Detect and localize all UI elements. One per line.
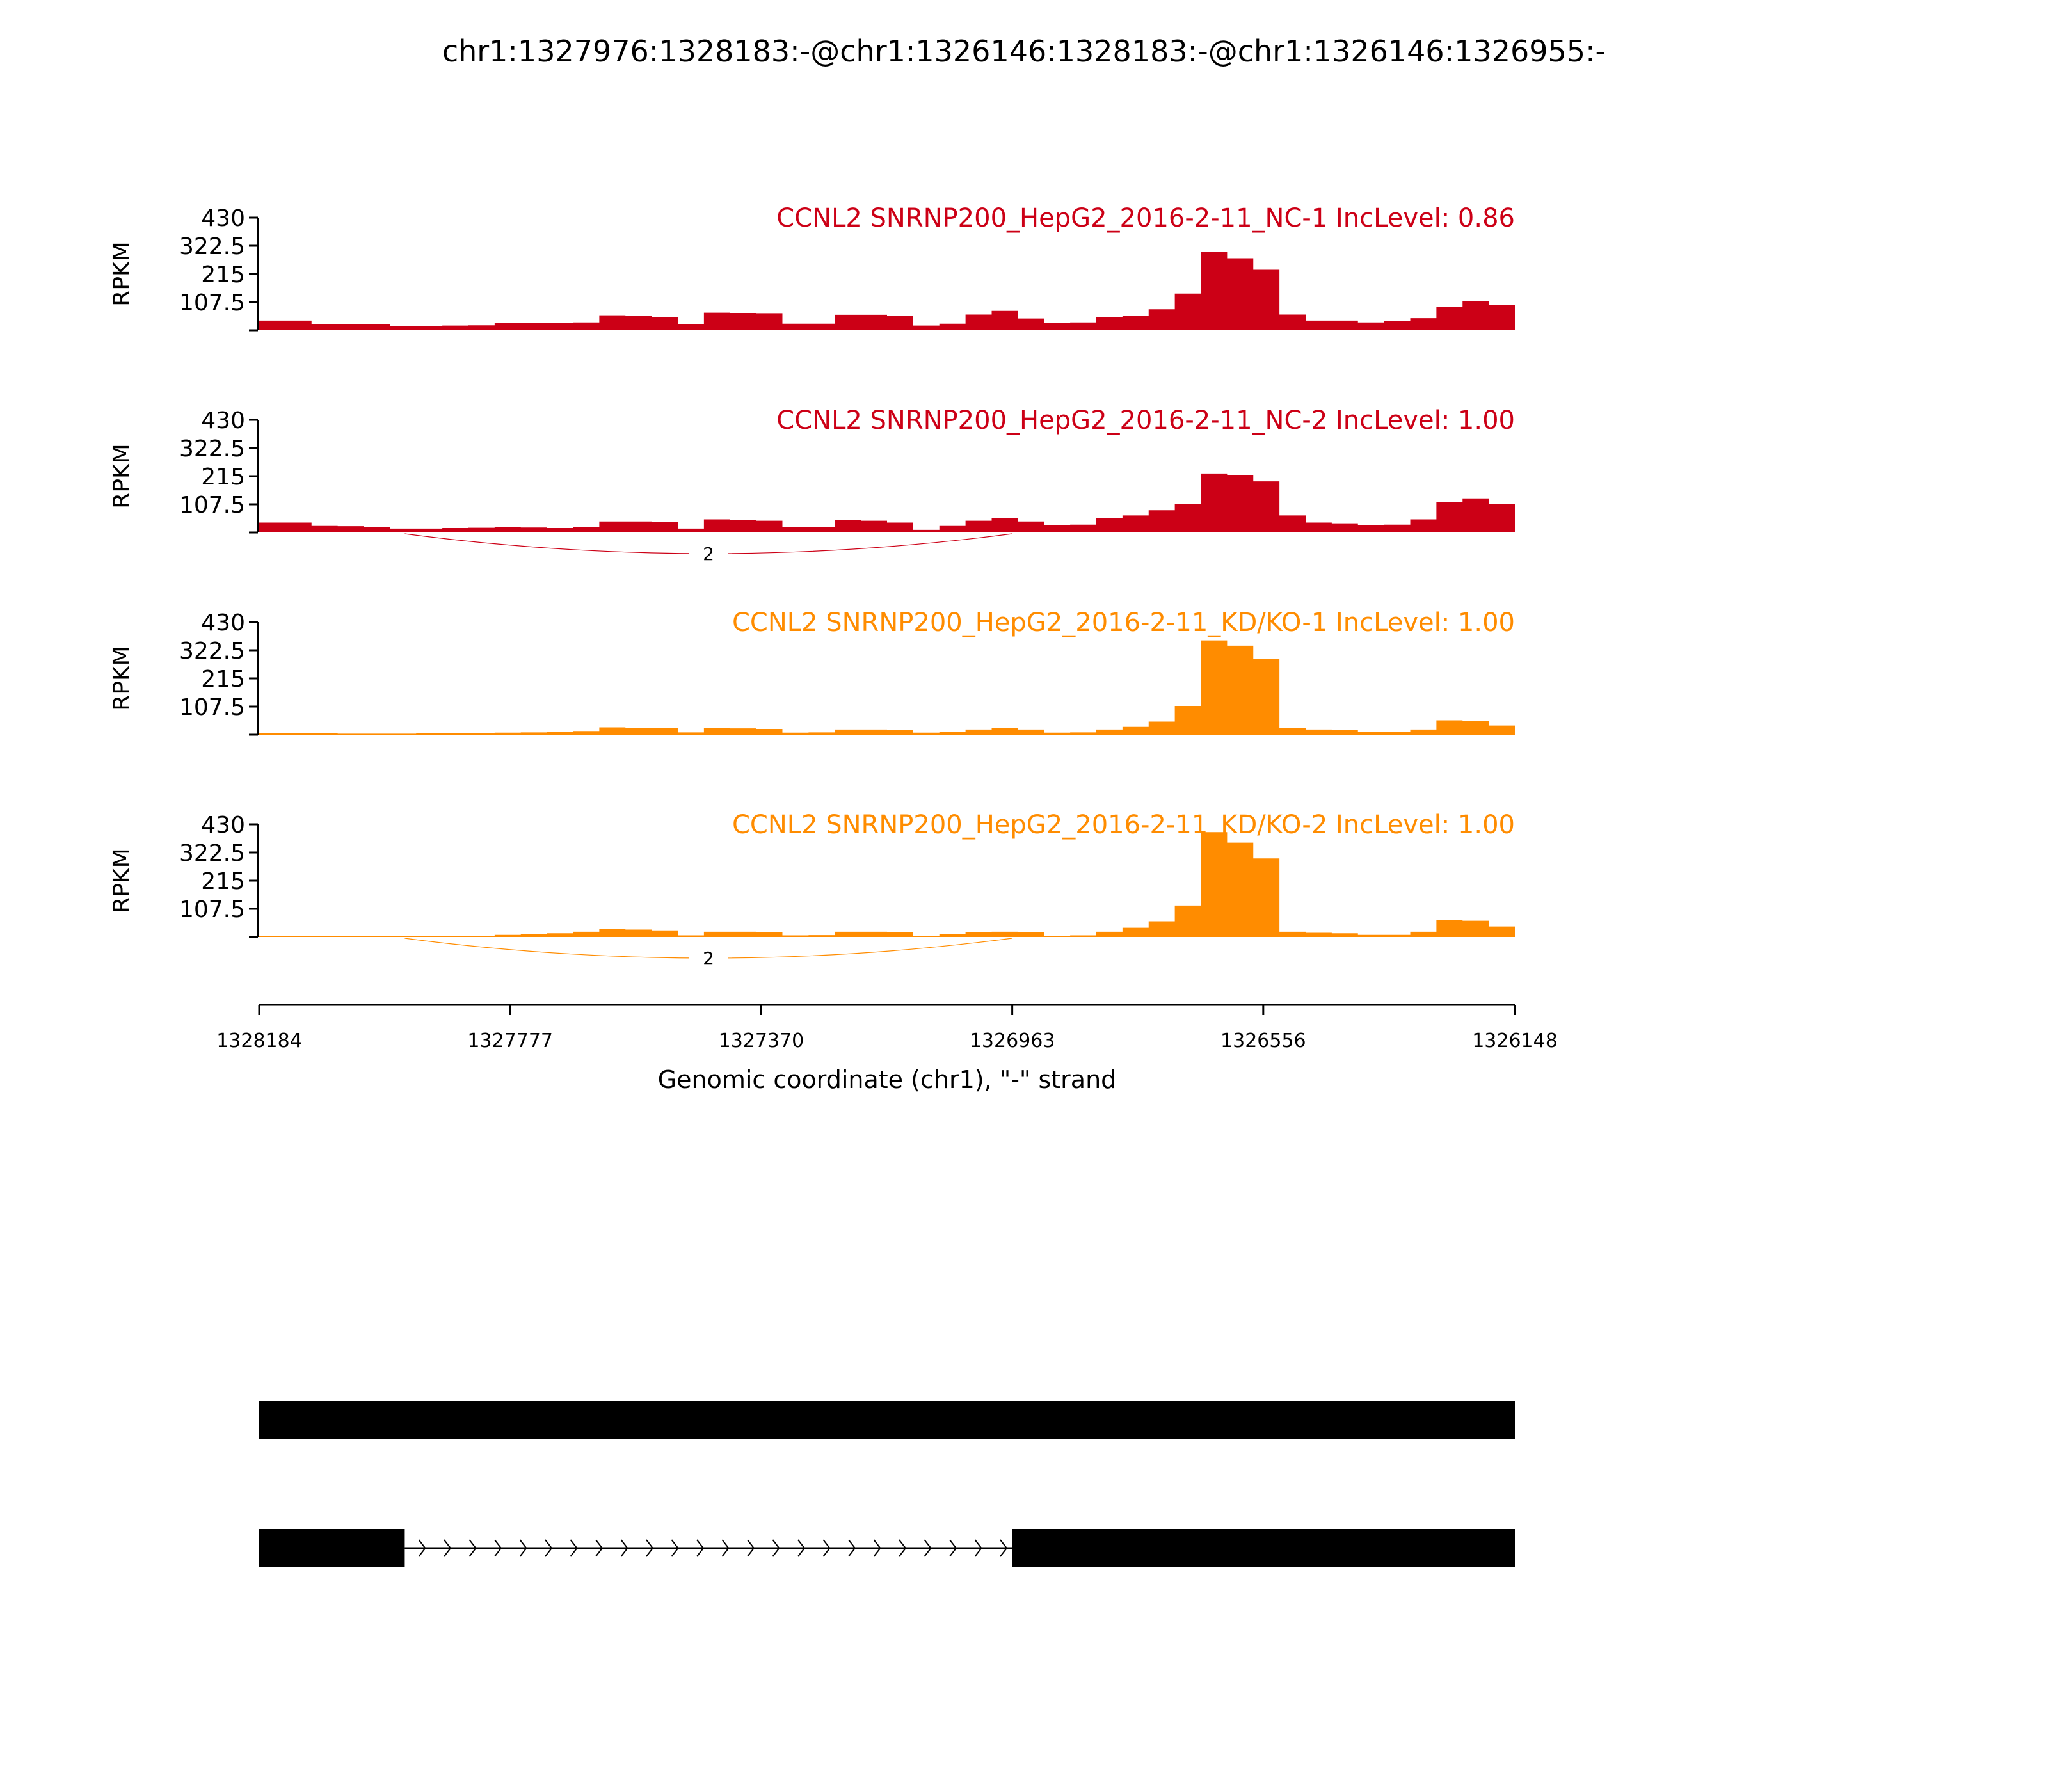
y-axis-label: RPKM (109, 241, 135, 306)
y-tick-label: 215 (201, 868, 245, 895)
strand-arrow-icon (570, 1539, 578, 1557)
y-tick-label: 215 (201, 464, 245, 490)
strand-arrow-icon (418, 1539, 426, 1557)
strand-arrow-icon (671, 1539, 679, 1557)
strand-arrow-icon (797, 1539, 806, 1557)
strand-arrow-icon (747, 1539, 755, 1557)
strand-arrow-icon (772, 1539, 780, 1557)
strand-arrow-icon (494, 1539, 502, 1557)
strand-arrow-icon (468, 1539, 477, 1557)
x-axis: 1328184 1327777 1327370 1326963 1326556 13261… (216, 1004, 1558, 1052)
x-tick-label: 1328184 (216, 1030, 302, 1052)
junction-count: 2 (703, 543, 714, 564)
y-tick-label: 215 (201, 262, 245, 288)
strand-arrow-icon (595, 1539, 604, 1557)
x-tick-label: 1327777 (467, 1030, 553, 1052)
strand-arrow-icon (444, 1539, 452, 1557)
strand-arrow-icon (1000, 1539, 1008, 1557)
y-axis-label: RPKM (109, 444, 135, 508)
coverage-area (259, 473, 1515, 532)
y-tick-label: 107.5 (179, 492, 245, 518)
y-tick-label: 322.5 (179, 234, 245, 260)
strand-arrow-icon (646, 1539, 654, 1557)
strand-arrow-icon (949, 1539, 957, 1557)
transcript (259, 1529, 1515, 1567)
y-axis-label: RPKM (109, 646, 135, 710)
gene-models (259, 1401, 1515, 1567)
x-tick-label: 1326556 (1220, 1030, 1306, 1052)
junction-count: 2 (703, 948, 714, 969)
coverage-area (259, 252, 1515, 330)
x-tick-label: 1327370 (719, 1030, 804, 1052)
strand-arrow-icon (848, 1539, 856, 1557)
y-tick-label: 215 (201, 666, 245, 692)
y-tick-label: 107.5 (179, 290, 245, 316)
strand-arrow-icon (721, 1539, 730, 1557)
exon-block (1012, 1529, 1515, 1567)
coverage-area (259, 640, 1515, 735)
track-title: CCNL2 SNRNP200_HepG2_2016-2-11_KD/KO-1 I… (732, 608, 1515, 637)
exon-block (259, 1401, 1515, 1439)
strand-arrow-icon (620, 1539, 628, 1557)
transcript (259, 1401, 1515, 1439)
strand-arrow-icon (545, 1539, 553, 1557)
y-tick-label: 430 (201, 408, 245, 434)
y-tick-label: 430 (201, 610, 245, 636)
y-tick-label: 430 (201, 205, 245, 232)
junction-label-bg (689, 947, 728, 968)
strand-arrow-icon (822, 1539, 831, 1557)
strand-arrow-icon (873, 1539, 881, 1557)
chart-title: chr1:1327976:1328183:-@chr1:1326146:1328… (442, 34, 1606, 68)
track-title: CCNL2 SNRNP200_HepG2_2016-2-11_NC-1 IncL… (776, 204, 1515, 233)
track-title: CCNL2 SNRNP200_HepG2_2016-2-11_NC-2 IncL… (776, 406, 1515, 435)
y-tick-label: 322.5 (179, 638, 245, 664)
strand-arrow-icon (899, 1539, 907, 1557)
junction-label-bg (689, 543, 728, 563)
strand-arrow-icon (924, 1539, 932, 1557)
y-tick-label: 322.5 (179, 436, 245, 462)
x-tick-label: 1326148 (1472, 1030, 1558, 1052)
strand-arrow-icon (519, 1539, 527, 1557)
x-axis-label: Genomic coordinate (chr1), "-" strand (658, 1066, 1117, 1094)
y-axis-label: RPKM (109, 848, 135, 913)
x-tick-label: 1326963 (970, 1030, 1055, 1052)
strand-arrow-icon (974, 1539, 982, 1557)
exon-block (259, 1529, 405, 1567)
y-tick-label: 322.5 (179, 840, 245, 867)
track-title: CCNL2 SNRNP200_HepG2_2016-2-11_KD/KO-2 I… (732, 810, 1515, 840)
y-tick-label: 107.5 (179, 897, 245, 923)
y-tick-label: 107.5 (179, 694, 245, 721)
coverage-area (259, 832, 1515, 937)
y-tick-label: 430 (201, 812, 245, 838)
strand-arrow-icon (696, 1539, 705, 1557)
